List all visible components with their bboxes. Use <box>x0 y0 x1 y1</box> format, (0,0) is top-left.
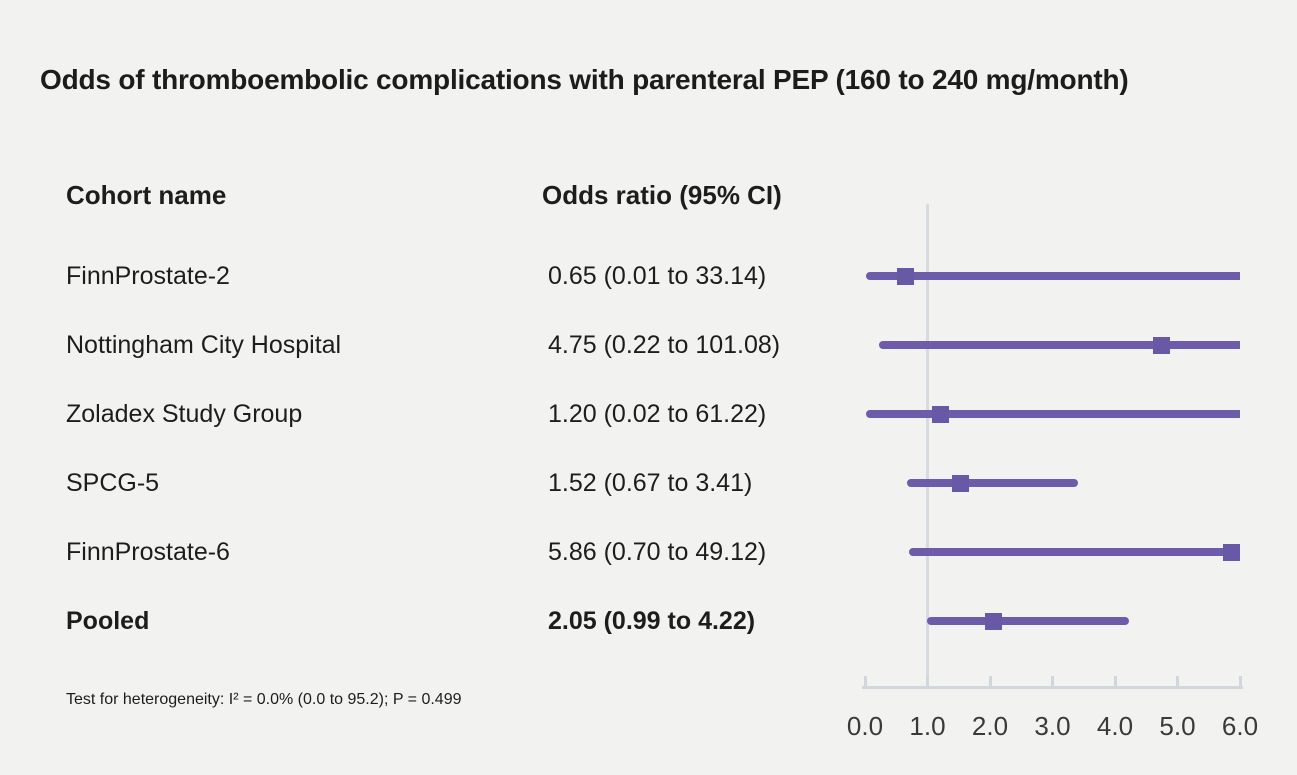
x-axis-tick <box>1238 676 1242 686</box>
cohort-label: SPCG-5 <box>66 469 160 497</box>
page-title: Odds of thromboembolic complications wit… <box>40 64 1129 95</box>
cohort-label: FinnProstate-6 <box>66 538 230 566</box>
odds-ratio-value: 2.05 (0.99 to 4.22) <box>548 607 756 635</box>
odds-ratio-marker <box>984 612 1002 630</box>
x-tick-label: 2.0 <box>971 711 1009 741</box>
x-axis-tick <box>988 676 992 686</box>
reference-line <box>926 204 929 689</box>
x-axis-tick <box>1113 676 1117 686</box>
x-tick-label: 1.0 <box>909 711 946 741</box>
odds-ratio-marker <box>931 405 949 423</box>
x-axis-line <box>862 686 1243 689</box>
odds-ratio-marker <box>1153 336 1171 354</box>
cohort-label: Zoladex Study Group <box>66 400 303 428</box>
x-tick-label: 4.0 <box>1096 711 1134 741</box>
x-tick-label: 0.0 <box>846 711 884 741</box>
x-tick-label: 6.0 <box>1221 711 1259 741</box>
confidence-interval-line <box>926 617 1129 625</box>
odds-ratio-column-header: Odds ratio (95% CI) <box>542 180 782 210</box>
x-axis-tick <box>926 676 929 686</box>
odds-ratio-marker <box>1222 543 1240 561</box>
odds-ratio-value: 5.86 (0.70 to 49.12) <box>548 538 767 566</box>
x-axis-tick <box>1176 676 1179 686</box>
cohort-label: FinnProstate-2 <box>66 262 230 290</box>
x-tick-label: 3.0 <box>1034 711 1071 741</box>
confidence-interval-line <box>865 272 1240 280</box>
x-axis-tick <box>1051 676 1054 686</box>
x-tick-label: 5.0 <box>1159 711 1196 741</box>
confidence-interval-line <box>906 479 1079 487</box>
confidence-interval-line <box>866 410 1240 418</box>
confidence-interval-line <box>908 548 1240 556</box>
odds-ratio-marker <box>951 474 969 492</box>
heterogeneity-note: Test for heterogeneity: I² = 0.0% (0.0 t… <box>66 691 462 708</box>
odds-ratio-value: 0.65 (0.01 to 33.14) <box>548 262 767 290</box>
cohort-label: Nottingham City Hospital <box>66 331 342 359</box>
odds-ratio-value: 1.20 (0.02 to 61.22) <box>548 400 767 428</box>
odds-ratio-marker <box>897 267 915 285</box>
x-axis-tick <box>863 676 867 686</box>
confidence-interval-line <box>878 341 1240 349</box>
cohort-label: Pooled <box>66 607 150 635</box>
odds-ratio-value: 4.75 (0.22 to 101.08) <box>548 331 781 359</box>
odds-ratio-value: 1.52 (0.67 to 3.41) <box>548 469 753 497</box>
cohort-column-header: Cohort name <box>66 180 227 210</box>
